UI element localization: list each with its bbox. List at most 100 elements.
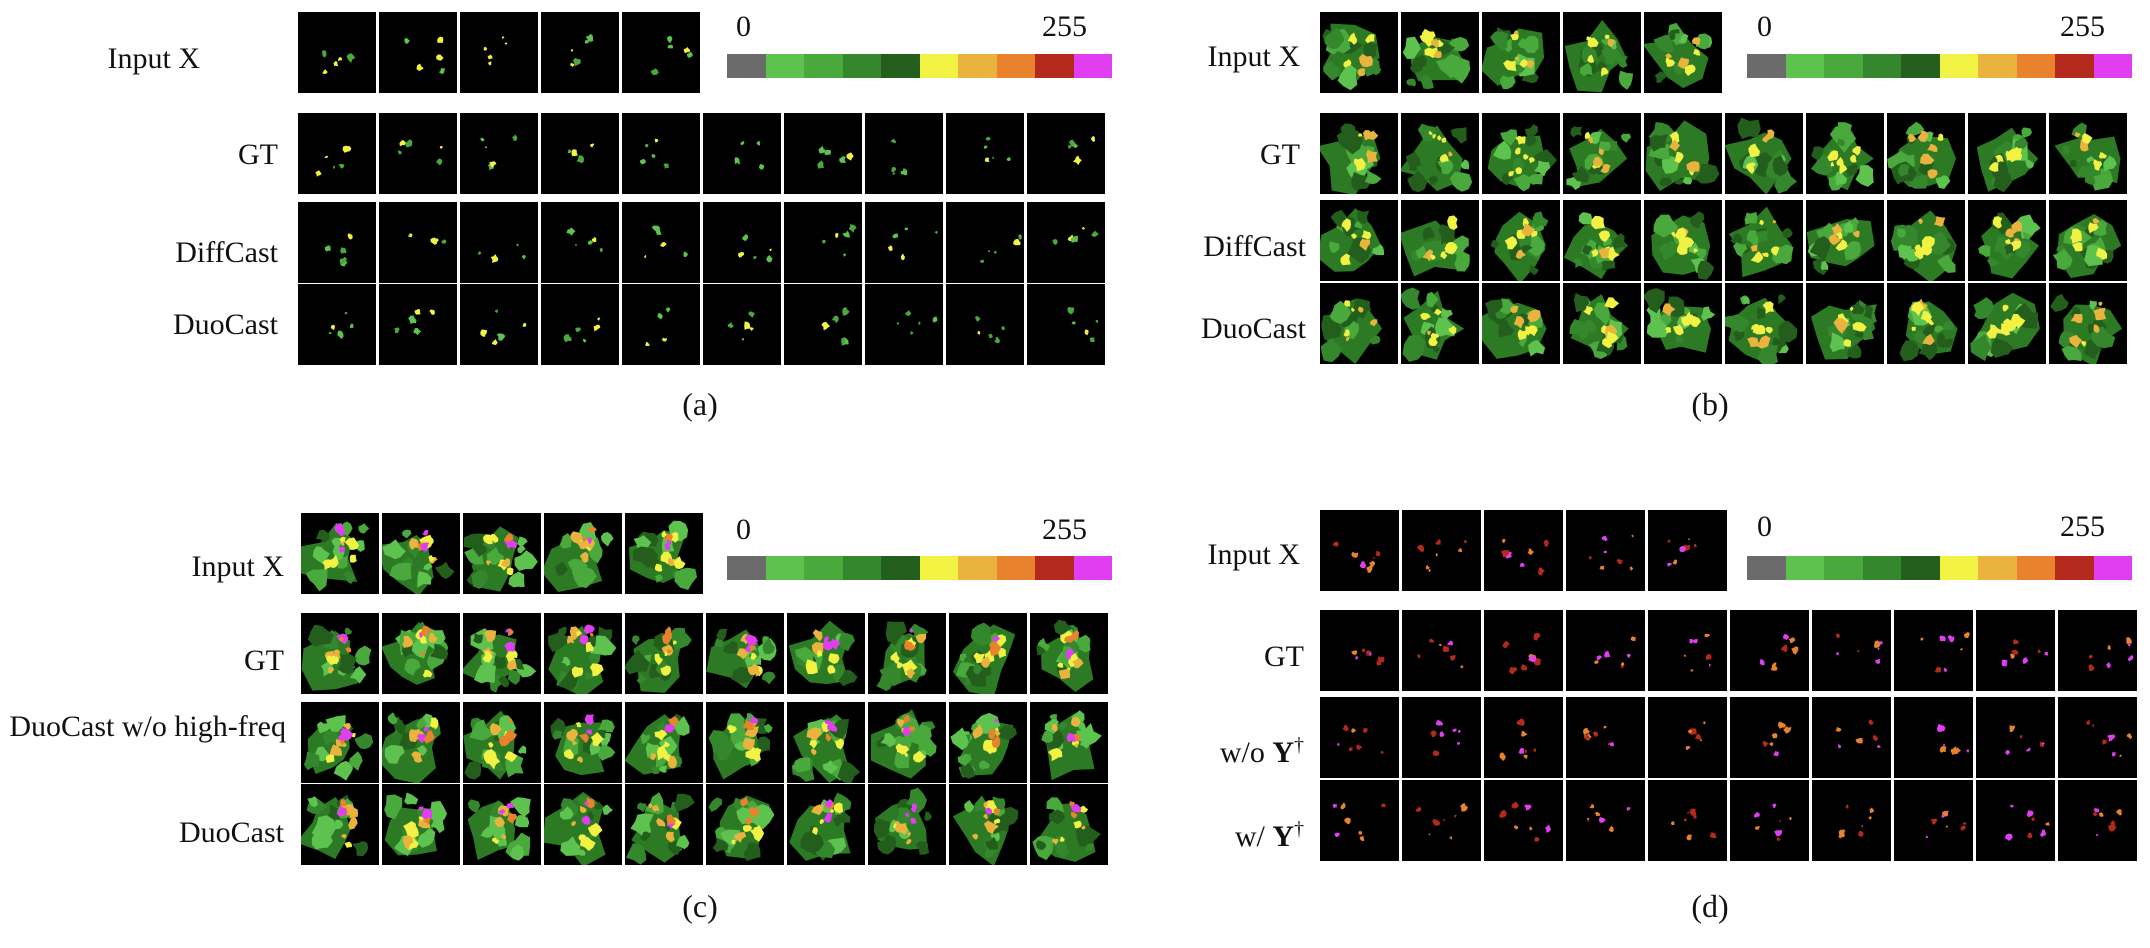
radar-frame [1894, 610, 1973, 691]
radar-frame [1402, 697, 1481, 778]
radar-frame [622, 202, 700, 283]
radar-frame [1027, 113, 1105, 194]
radar-image [896, 310, 938, 335]
radar-frame [2049, 113, 2127, 194]
radar-frame [1320, 200, 1398, 281]
colorbar [1747, 556, 2132, 580]
radar-image [706, 628, 777, 689]
radar-image [566, 227, 603, 252]
radar-image [1890, 210, 1957, 281]
colorbar [727, 556, 1112, 580]
radar-frame [298, 113, 376, 194]
radar-frame [1402, 510, 1481, 591]
radar-image [1416, 638, 1464, 669]
radar-frame [463, 613, 541, 694]
row-label-diffcast: DiffCast [175, 236, 278, 269]
radar-image [974, 316, 1005, 344]
radar-frame [463, 702, 541, 783]
colorbar-segment [1035, 556, 1074, 580]
radar-frame [1730, 697, 1809, 778]
radar-image [463, 628, 537, 693]
radar-frame [544, 613, 622, 694]
radar-frame [1320, 12, 1398, 93]
radar-frame [1812, 610, 1891, 691]
radar-frame [1482, 283, 1560, 364]
frame-row-gt [1320, 113, 2127, 194]
colorbar-segment [1978, 54, 2017, 78]
colorbar-segment [842, 556, 881, 580]
frame-row-diffcast [298, 202, 1105, 283]
colorbar-segment [804, 556, 843, 580]
colorbar-max-label: 255 [1042, 10, 1087, 43]
frame-row-input [301, 513, 703, 594]
radar-image [1482, 297, 1547, 359]
radar-frame [301, 513, 379, 594]
colorbar-segment [996, 556, 1035, 580]
radar-image [404, 36, 446, 75]
radar-image [887, 227, 938, 261]
radar-image [1899, 298, 1958, 362]
radar-frame [1320, 610, 1399, 691]
radar-image [1332, 802, 1386, 842]
colorbar-segment [1747, 54, 1786, 78]
radar-image [301, 794, 369, 860]
radar-image [1835, 719, 1881, 749]
radar-image [817, 145, 854, 169]
radar-frame [463, 784, 541, 865]
radar-image [1401, 215, 1470, 277]
radar-frame [1806, 283, 1884, 364]
colorbar-min-label: 0 [1757, 510, 1772, 543]
colorbar-segment [1862, 54, 1901, 78]
radar-image [734, 140, 765, 170]
radar-frame [784, 113, 862, 194]
radar-image [1762, 721, 1792, 757]
radar-image [1725, 117, 1798, 194]
radar-frame [868, 613, 946, 694]
row-label-prefix: w/ [1234, 820, 1273, 853]
radar-frame [865, 202, 943, 283]
colorbar-segment [1901, 54, 1940, 78]
caption-c: (c) [682, 888, 718, 924]
radar-image [1482, 27, 1545, 89]
colorbar-segment [1747, 556, 1786, 580]
radar-frame [784, 284, 862, 365]
colorbar-segment [1939, 54, 1978, 78]
radar-image [397, 139, 443, 166]
radar-image [1810, 122, 1874, 191]
frame-row-w-y [1320, 780, 2137, 861]
frame-row-diffcast [1320, 200, 2127, 281]
row-label-diffcast: DiffCast [1203, 230, 1306, 263]
radar-frame [865, 284, 943, 365]
colorbar-max-label: 255 [2060, 10, 2105, 43]
colorbar-segment [804, 54, 843, 78]
radar-image [324, 233, 353, 267]
radar-image [870, 709, 937, 779]
radar-image [1487, 124, 1557, 192]
radar-frame [949, 702, 1027, 783]
radar-frame [1976, 697, 2055, 778]
radar-image [1759, 634, 1799, 671]
radar-frame [1563, 12, 1641, 93]
radar-image [983, 136, 1011, 163]
row-label-duocast: DuoCast [1201, 312, 1306, 345]
frame-row-input [298, 12, 700, 93]
radar-image [301, 521, 370, 592]
colorbar-segment [727, 556, 766, 580]
radar-frame [703, 113, 781, 194]
radar-frame [1484, 780, 1563, 861]
colorbar [727, 54, 1112, 78]
row-label-input: Input X [191, 550, 285, 583]
radar-image [2088, 637, 2134, 672]
radar-frame [2058, 780, 2137, 861]
radar-image [2054, 122, 2121, 191]
radar-image [315, 145, 352, 177]
caption-a: (a) [682, 386, 718, 422]
radar-image [1499, 718, 1537, 761]
radar-image [1651, 211, 1715, 280]
radar-image [625, 626, 692, 693]
radar-image [1320, 123, 1382, 194]
radar-image [1320, 298, 1383, 364]
radar-image [467, 797, 531, 861]
radar-frame [1894, 697, 1973, 778]
radar-frame [1887, 283, 1965, 364]
